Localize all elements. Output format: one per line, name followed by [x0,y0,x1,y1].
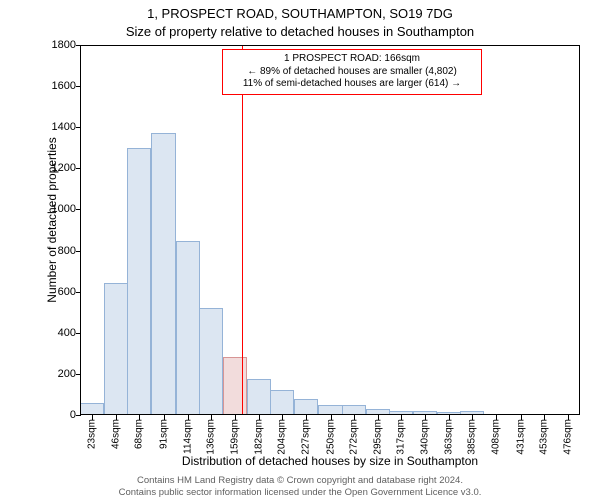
x-axis-label: Distribution of detached houses by size … [80,454,580,468]
histogram-bar [104,283,128,415]
x-tick-label: 295sqm [372,419,383,455]
x-tick-label: 363sqm [444,419,455,455]
histogram-bar [294,399,318,415]
y-tick-label: 0 [0,409,76,421]
chart-container: 1, PROSPECT ROAD, SOUTHAMPTON, SO19 7DG … [0,0,600,500]
x-tick-label: 68sqm [134,419,145,449]
callout-line: 1 PROSPECT ROAD: 166sqm [229,53,475,66]
callout-line: 11% of semi-detached houses are larger (… [229,78,475,91]
chart-title-line2: Size of property relative to detached ho… [0,24,600,39]
footnote-line2: Contains public sector information licen… [119,487,482,498]
callout-line: ← 89% of detached houses are smaller (4,… [229,66,475,79]
histogram-bar [127,148,151,415]
x-tick-label: 136sqm [205,419,216,455]
histogram-bar-highlight [223,357,247,415]
x-tick-label: 408sqm [491,419,502,455]
callout-box: 1 PROSPECT ROAD: 166sqm← 89% of detached… [222,49,482,95]
x-tick-label: 182sqm [254,419,265,455]
x-tick-label: 476sqm [562,419,573,455]
histogram-bar [247,379,271,415]
y-tick-label: 800 [0,245,76,257]
x-tick-label: 340sqm [420,419,431,455]
x-tick-label: 114sqm [182,419,193,454]
histogram-bar [342,405,366,415]
y-tick-label: 1600 [0,80,76,92]
y-tick-label: 400 [0,327,76,339]
y-tick-label: 1800 [0,39,76,51]
x-tick-label: 250sqm [325,419,336,455]
x-tick-label: 46sqm [111,419,122,449]
x-tick-label: 91sqm [158,419,169,449]
footnote: Contains HM Land Registry data © Crown c… [0,475,600,498]
histogram-bar [270,390,294,415]
y-tick-label: 200 [0,368,76,380]
x-tick-label: 317sqm [395,419,406,455]
x-tick-label: 159sqm [229,419,240,455]
x-tick-label: 431sqm [515,419,526,455]
y-tick-label: 1400 [0,121,76,133]
y-tick-label: 1000 [0,203,76,215]
x-tick-label: 23sqm [87,419,98,449]
chart-title-line1: 1, PROSPECT ROAD, SOUTHAMPTON, SO19 7DG [0,6,600,21]
x-tick-label: 204sqm [277,419,288,455]
histogram-bar [199,308,223,415]
x-tick-label: 385sqm [467,419,478,455]
histogram-bar [176,241,200,415]
x-tick-label: 272sqm [348,419,359,455]
histogram-bar [318,405,342,415]
x-tick-label: 453sqm [538,419,549,455]
histogram-bar [151,133,175,415]
histogram-bars [80,45,580,415]
histogram-bar [80,403,104,415]
y-tick-label: 1200 [0,162,76,174]
y-tick-labels: 020040060080010001200140016001800 [0,45,76,415]
y-tick-label: 600 [0,286,76,298]
footnote-line1: Contains HM Land Registry data © Crown c… [137,475,463,486]
subject-marker-line [242,45,243,415]
x-tick-label: 227sqm [301,419,312,455]
plot-area: 1 PROSPECT ROAD: 166sqm← 89% of detached… [80,45,580,415]
